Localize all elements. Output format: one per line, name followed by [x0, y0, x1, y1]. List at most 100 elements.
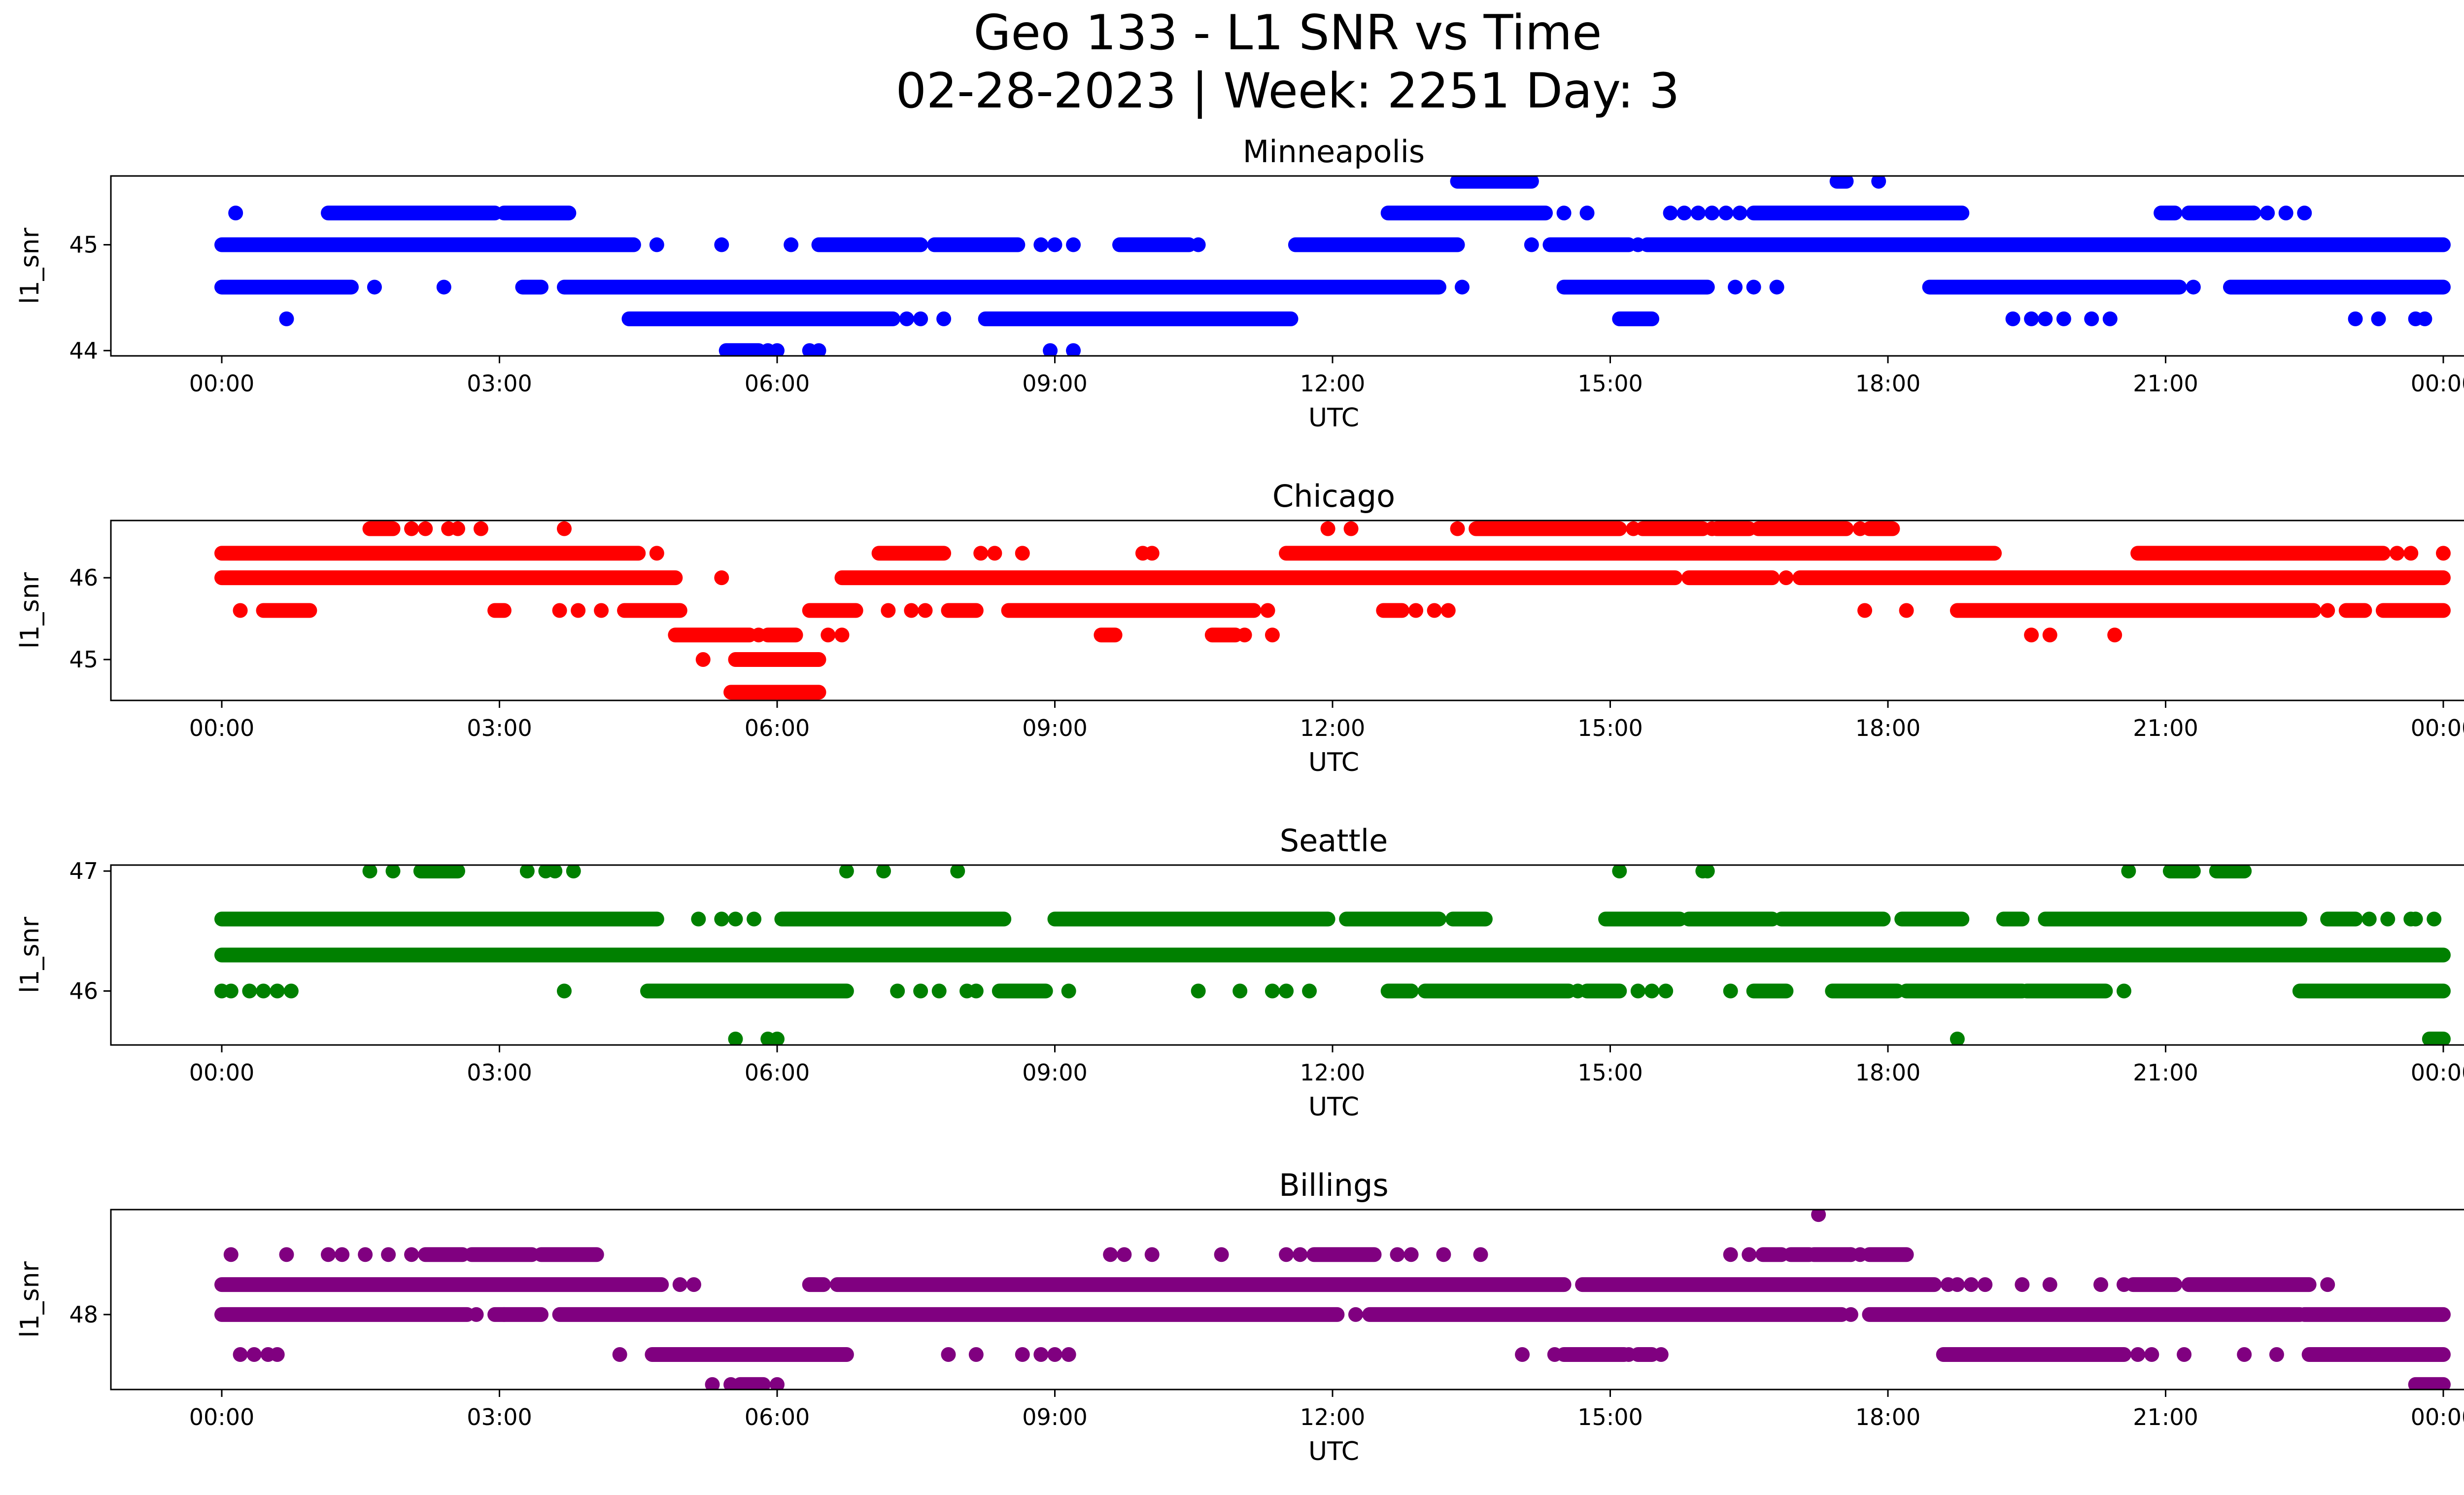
data-point	[228, 206, 243, 221]
x-tick-label: 00:00	[189, 1404, 255, 1430]
data-point	[385, 865, 401, 879]
data-markers	[214, 521, 2451, 700]
data-point	[784, 237, 799, 252]
y-axis: 45 46 l1_snr	[15, 564, 111, 673]
data-markers	[214, 1210, 2451, 1390]
data-point	[1950, 1031, 1965, 1045]
data-point	[1871, 176, 1886, 189]
data-point	[1811, 1210, 1826, 1222]
data-point	[270, 983, 285, 999]
data-point	[556, 983, 572, 999]
x-tick-label: 00:00	[189, 370, 255, 397]
y-axis-label: l1_snr	[15, 227, 45, 304]
subplot-chicago: Chicago 00:00 03:00 06:00 09:00 12:00 15:00 18:…	[15, 478, 2464, 777]
series-snr-48-3	[214, 1277, 2335, 1292]
data-point	[335, 1247, 350, 1262]
data-point	[2024, 627, 2039, 643]
x-tick-label: 03:00	[467, 1404, 532, 1430]
data-point	[1677, 206, 1692, 221]
y-axis: 46 47 l1_snr	[15, 858, 111, 1005]
x-tick-label: 00:00	[2411, 1404, 2464, 1430]
series-snr-45-6	[728, 1031, 2451, 1045]
data-point	[770, 343, 785, 356]
series-snr-47-6	[233, 1347, 2451, 1362]
data-point	[1690, 206, 1706, 221]
figure-title-line2: 02-28-2023 | Week: 2251 Day: 3	[896, 63, 1680, 119]
series-snr-44-3	[279, 311, 2432, 326]
data-point	[1047, 237, 1062, 252]
data-point	[1732, 206, 1747, 221]
data-point	[1899, 603, 1914, 618]
data-point	[1663, 206, 1678, 221]
data-point	[1066, 343, 1081, 356]
data-point	[2154, 279, 2169, 295]
data-point	[691, 911, 706, 927]
data-point	[723, 1377, 739, 1390]
data-point	[1630, 237, 1645, 252]
data-point	[270, 1347, 285, 1362]
x-tick-label: 18:00	[1855, 715, 1921, 741]
data-point	[2297, 206, 2312, 221]
data-point	[881, 603, 896, 618]
data-point	[1117, 1247, 1132, 1262]
data-point	[362, 865, 377, 879]
data-point	[987, 546, 1002, 561]
data-point	[1723, 983, 1738, 999]
data-point	[1265, 627, 1280, 643]
x-tick-label: 21:00	[2133, 370, 2198, 397]
data-point	[2038, 311, 2053, 326]
data-point	[1978, 1277, 1993, 1292]
x-tick-label: 15:00	[1577, 1404, 1643, 1430]
data-point	[695, 652, 711, 667]
data-point	[1061, 1347, 1076, 1362]
data-point	[1839, 983, 1854, 999]
data-point	[890, 983, 905, 999]
x-tick-label: 00:00	[189, 715, 255, 741]
plot-frame	[110, 1209, 2464, 1391]
data-point	[973, 546, 989, 561]
data-point	[1621, 1347, 1637, 1362]
y-axis-label: l1_snr	[15, 916, 45, 993]
data-point	[1705, 206, 1720, 221]
data-point	[2385, 603, 2400, 618]
series-snr-48	[214, 1307, 2451, 1322]
data-point	[2005, 311, 2020, 326]
x-axis-label: UTC	[1308, 1437, 1359, 1466]
data-point	[1852, 521, 1868, 536]
subplot-title: Billings	[1279, 1167, 1388, 1203]
data-point	[1103, 1247, 1118, 1262]
data-point	[931, 983, 947, 999]
y-axis-label: l1_snr	[15, 1261, 45, 1338]
x-tick-label: 12:00	[1300, 1404, 1366, 1430]
data-point	[469, 1307, 484, 1322]
data-point	[714, 237, 729, 252]
data-point	[1454, 279, 1470, 295]
series-snr-45-6	[1450, 176, 1886, 189]
x-tick-label: 15:00	[1577, 1059, 1643, 1086]
subplot-title: Seattle	[1280, 823, 1388, 859]
data-point	[1320, 521, 1335, 536]
data-point	[1843, 1307, 1858, 1322]
data-point	[1728, 279, 1743, 295]
x-axis: 00:00 03:00 06:00 09:00 12:00 15:00 18:00 21:00…	[189, 1390, 2464, 1466]
series-snr-49	[1811, 1210, 1826, 1222]
data-point	[381, 1247, 396, 1262]
y-tick-label: 46	[69, 564, 98, 591]
y-tick-label: 47	[69, 858, 98, 884]
data-point	[1293, 1247, 1308, 1262]
data-point	[1440, 603, 1456, 618]
data-point	[2084, 311, 2099, 326]
data-point	[672, 1277, 687, 1292]
series-snr-45-6	[233, 603, 2451, 618]
data-point	[571, 603, 586, 618]
data-point	[1742, 1247, 1757, 1262]
data-point	[1408, 603, 1424, 618]
y-axis: 48 l1_snr	[15, 1261, 111, 1338]
data-point	[705, 1377, 720, 1390]
data-point	[256, 983, 271, 999]
data-markers	[214, 176, 2451, 356]
series-snr-45	[695, 652, 826, 667]
data-point	[404, 1247, 419, 1262]
data-point	[1644, 983, 1660, 999]
